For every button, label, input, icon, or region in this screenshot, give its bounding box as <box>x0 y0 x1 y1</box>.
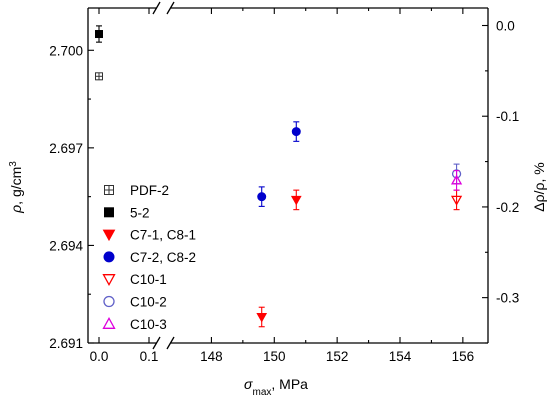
data-points <box>95 25 463 328</box>
legend-label-c10-1: C10-1 <box>130 272 167 287</box>
x-tick-label: 152 <box>326 349 349 364</box>
y-axis-right-ticks: 0.0 -0.1 -0.2 -0.3 <box>482 19 519 344</box>
x-axis-ticks: 0.0 0.1 148 150 152 154 156 <box>90 8 475 364</box>
x-tick-label: 148 <box>200 349 223 364</box>
y-axis-left-ticks: 2.691 2.694 2.697 2.700 <box>49 43 94 351</box>
y-right-tick-label: -0.2 <box>496 200 519 215</box>
y-axis-left-title-symbol: ρ <box>8 205 24 214</box>
legend-label-c10-2: C10-2 <box>130 295 167 310</box>
legend-label-c7-1-c8-1: C7-1, C8-1 <box>130 228 196 243</box>
y-left-tick-label: 2.691 <box>49 336 83 351</box>
legend-marker-pdf-2 <box>104 185 114 195</box>
point-c7-2-c8-2 <box>291 127 301 137</box>
legend-marker-c7-1-c8-1 <box>102 229 116 242</box>
point-5-2 <box>95 30 103 39</box>
point-c10-1 <box>450 195 463 206</box>
legend-marker-c10-2 <box>103 295 115 308</box>
point-c7-1-c8-1 <box>290 195 302 206</box>
y-left-tick-label: 2.700 <box>49 43 83 58</box>
legend-marker-c10-1 <box>102 274 116 287</box>
x-tick-label: 150 <box>263 349 286 364</box>
y-axis-left-title: ρ, g/cm3 <box>8 161 25 214</box>
break-mark-bottom-1 <box>152 336 161 350</box>
y-left-tick-label: 2.697 <box>49 141 83 156</box>
legend-marker-c7-2-c8-2 <box>103 251 115 263</box>
y-right-tick-label: -0.1 <box>496 109 519 124</box>
break-mark-bottom-2 <box>166 336 175 350</box>
point-c10-3 <box>450 174 463 185</box>
break-mark-top-1 <box>152 1 161 15</box>
x-axis-title-symbol: σ <box>244 376 253 392</box>
x-tick-label: 0.0 <box>90 349 109 364</box>
legend-marker-c10-3 <box>102 316 116 329</box>
x-tick-label: 156 <box>452 349 475 364</box>
legend-label-5-2: 5-2 <box>130 205 150 220</box>
x-axis-break-marks <box>152 1 175 350</box>
x-axis-title: σmax, MPa <box>244 376 308 398</box>
legend-label-c7-2-c8-2: C7-2, C8-2 <box>130 250 196 265</box>
y-left-tick-label: 2.694 <box>49 238 83 253</box>
x-tick-label: 154 <box>389 349 412 364</box>
legend-label-pdf-2: PDF-2 <box>130 183 169 198</box>
x-axis-title-subscript: max <box>252 387 271 398</box>
point-c7-2-c8-2 <box>257 192 267 202</box>
plot-frame <box>87 7 489 344</box>
y-axis-left-title-superscript: 3 <box>8 161 19 167</box>
legend-marker-5-2 <box>104 207 114 218</box>
x-axis-title-unit: , MPa <box>271 376 308 392</box>
y-axis-left-title-unit: , g/cm <box>8 167 24 205</box>
y-right-tick-label: 0.0 <box>496 19 515 34</box>
legend: PDF-2 5-2 C7-1, C8-1 C7-2, C8-2 C10-1 C10-2 C1… <box>102 183 196 332</box>
point-c7-1-c8-1 <box>256 312 268 323</box>
point-pdf-2 <box>95 72 103 81</box>
y-axis-right-title: Δρ/ρ, % <box>531 162 547 211</box>
x-tick-label: 0.1 <box>140 349 159 364</box>
legend-label-c10-3: C10-3 <box>130 317 167 332</box>
y-right-tick-label: -0.3 <box>496 291 519 306</box>
break-mark-top-2 <box>166 1 175 15</box>
